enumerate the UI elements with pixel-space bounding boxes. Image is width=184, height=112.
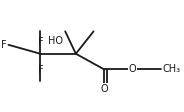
Text: O: O bbox=[100, 84, 108, 94]
Text: HO: HO bbox=[48, 36, 63, 46]
Text: F: F bbox=[38, 65, 43, 75]
Text: O: O bbox=[129, 64, 136, 74]
Text: CH₃: CH₃ bbox=[163, 64, 181, 74]
Text: F: F bbox=[1, 40, 7, 50]
Text: F: F bbox=[38, 37, 43, 47]
